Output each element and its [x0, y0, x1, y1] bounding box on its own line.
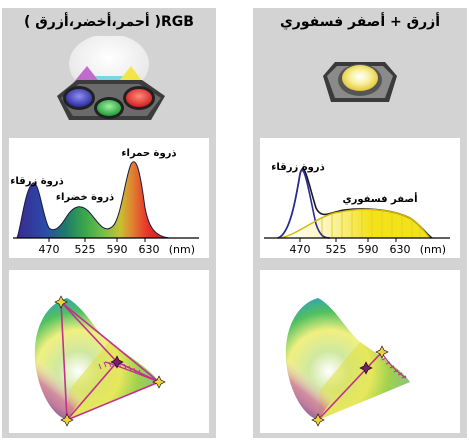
tick-525: 525 [75, 243, 96, 256]
rgb-panel-title: RGB( أحمر،أخضر،أزرق ) [24, 14, 194, 30]
phosphor-led-illustration [323, 62, 397, 102]
white-point-star [110, 355, 124, 369]
tick-525: 525 [326, 243, 347, 256]
rgb-cie-diagram [34, 295, 166, 427]
phosphor-spectrum-card: 470 525 590 630 (nm) ذروة زرقاء أصفر فسف… [260, 138, 460, 258]
rgb-gamut-triangle [60, 301, 161, 422]
tick-590: 590 [358, 243, 379, 256]
yellow-phosphor-star [375, 345, 389, 359]
blue-peak-curve [277, 169, 331, 239]
green-primary-star [54, 295, 68, 309]
phosphor-spectrum-chart: 470 525 590 630 (nm) ذروة زرقاء أصفر فسف… [264, 162, 450, 256]
yellow-phosphor-curve [279, 208, 431, 239]
red-primary-star [152, 375, 166, 389]
blue-yellow-line [317, 351, 383, 421]
phosphor-cie-diagram [285, 298, 410, 427]
tick-630: 630 [139, 243, 160, 256]
phosphor-cie-card [260, 270, 460, 433]
rgb-led-illustration [57, 36, 165, 120]
rgb-spectrum-fill [16, 161, 170, 239]
tick-590: 590 [107, 243, 128, 256]
tick-470: 470 [290, 243, 311, 256]
rgb-spectrum-card: 470 525 590 630 (nm) ذروة زرقاء ذروة خضر… [9, 138, 209, 258]
phosphor-panel: أزرق + أصفر فسفوري [253, 8, 467, 438]
rgb-panel: RGB( أحمر،أخضر،أزرق ) [2, 8, 216, 438]
yellow-phosphor-label: أصفر فسفوري [342, 192, 417, 205]
blue-primary-star [311, 413, 325, 427]
phosphor-panel-title: أزرق + أصفر فسفوري [279, 14, 441, 30]
red-peak-label: ذروة حمراء [121, 148, 176, 159]
rgb-spectrum-chart: 470 525 590 630 (nm) ذروة زرقاء ذروة خضر… [10, 148, 199, 256]
x-axis-unit: (nm) [169, 243, 195, 256]
green-peak-label: ذروة خضراء [56, 192, 114, 203]
white-point-star [359, 361, 373, 375]
tick-470: 470 [39, 243, 60, 256]
phosphor-fill [280, 209, 430, 238]
x-axis-unit: (nm) [420, 243, 446, 256]
blue-peak-label: ذروة زرقاء [10, 176, 63, 187]
blue-primary-star [60, 413, 74, 427]
tick-630: 630 [390, 243, 411, 256]
rgb-cie-card [9, 270, 209, 433]
blue-peak-label: ذروة زرقاء [271, 162, 324, 173]
